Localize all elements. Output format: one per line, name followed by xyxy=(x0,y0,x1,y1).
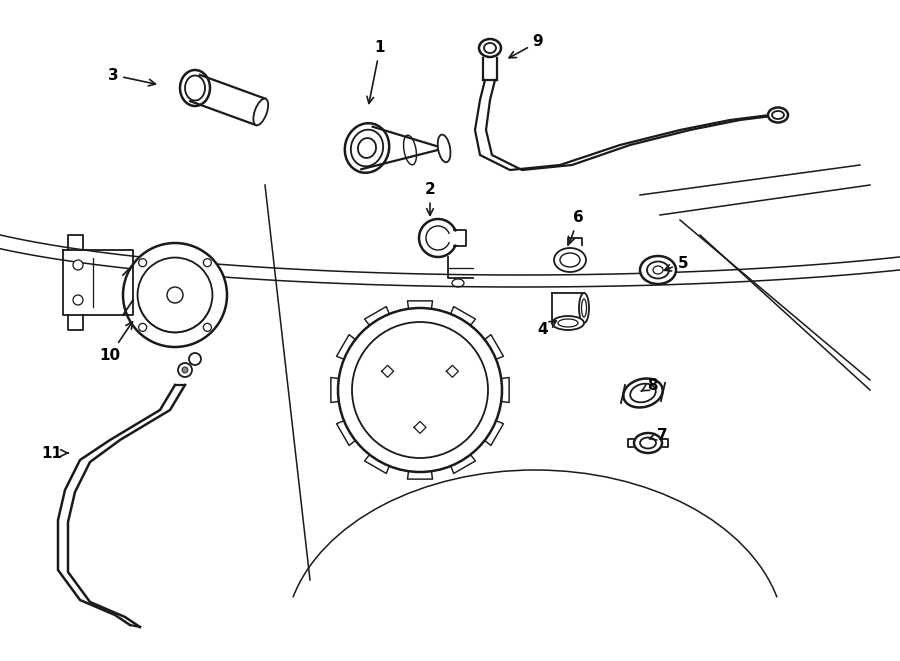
Circle shape xyxy=(178,363,192,377)
Circle shape xyxy=(338,308,502,472)
Circle shape xyxy=(182,367,188,373)
Ellipse shape xyxy=(768,108,788,122)
Text: 5: 5 xyxy=(664,256,689,271)
Text: 8: 8 xyxy=(642,377,657,393)
Text: 2: 2 xyxy=(425,182,436,215)
Circle shape xyxy=(139,258,147,266)
Text: 9: 9 xyxy=(509,34,544,58)
Ellipse shape xyxy=(634,433,662,453)
Ellipse shape xyxy=(180,70,210,106)
Circle shape xyxy=(189,353,201,365)
Circle shape xyxy=(123,243,227,347)
Text: 7: 7 xyxy=(650,428,667,442)
Ellipse shape xyxy=(479,39,501,57)
Text: 11: 11 xyxy=(41,446,68,461)
Circle shape xyxy=(139,323,147,331)
Ellipse shape xyxy=(437,135,451,162)
Circle shape xyxy=(167,287,183,303)
Circle shape xyxy=(203,323,212,331)
Ellipse shape xyxy=(579,293,589,323)
Text: 6: 6 xyxy=(569,210,583,244)
Text: 10: 10 xyxy=(99,322,132,362)
Ellipse shape xyxy=(624,379,662,407)
Text: 4: 4 xyxy=(537,321,556,338)
Ellipse shape xyxy=(552,316,584,330)
Ellipse shape xyxy=(254,98,268,125)
Circle shape xyxy=(203,258,212,266)
Circle shape xyxy=(73,295,83,305)
Ellipse shape xyxy=(640,256,676,284)
Text: 1: 1 xyxy=(367,40,385,104)
Ellipse shape xyxy=(554,248,586,272)
Circle shape xyxy=(73,260,83,270)
Text: 3: 3 xyxy=(108,67,156,86)
